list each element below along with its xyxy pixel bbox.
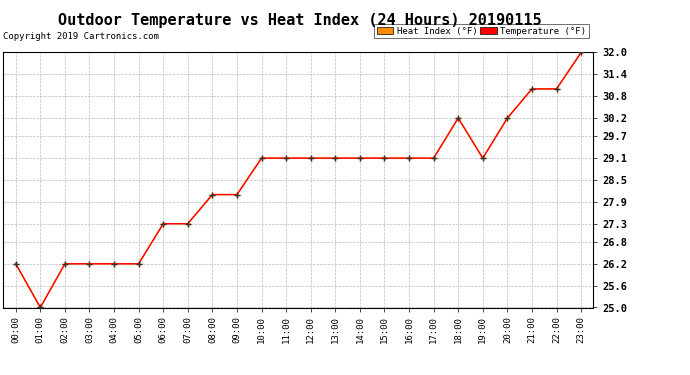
Text: Copyright 2019 Cartronics.com: Copyright 2019 Cartronics.com <box>3 32 159 41</box>
Text: Outdoor Temperature vs Heat Index (24 Hours) 20190115: Outdoor Temperature vs Heat Index (24 Ho… <box>59 13 542 28</box>
Legend: Heat Index (°F), Temperature (°F): Heat Index (°F), Temperature (°F) <box>375 24 589 38</box>
